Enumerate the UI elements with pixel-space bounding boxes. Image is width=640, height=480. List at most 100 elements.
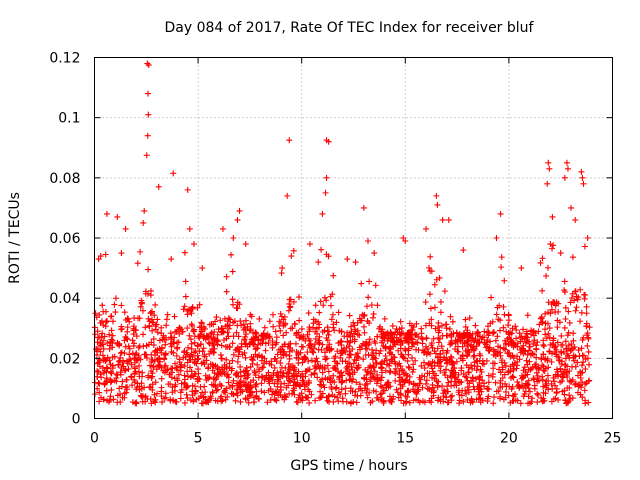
data-point bbox=[427, 253, 434, 260]
data-point bbox=[155, 355, 162, 362]
data-point bbox=[162, 341, 169, 348]
data-point bbox=[108, 378, 115, 385]
data-point bbox=[444, 374, 451, 381]
data-point bbox=[378, 331, 385, 338]
data-point bbox=[397, 390, 404, 397]
data-point bbox=[168, 369, 175, 376]
data-point bbox=[242, 375, 249, 382]
data-point bbox=[261, 389, 268, 396]
data-point bbox=[212, 382, 219, 389]
data-point bbox=[441, 288, 448, 295]
data-point bbox=[447, 393, 454, 400]
data-point bbox=[305, 380, 312, 387]
data-point bbox=[513, 365, 520, 372]
data-point bbox=[221, 315, 228, 322]
data-point bbox=[194, 304, 201, 311]
data-point bbox=[109, 337, 116, 344]
data-point bbox=[570, 337, 577, 344]
data-point bbox=[104, 397, 111, 404]
data-point bbox=[545, 159, 552, 166]
data-point bbox=[391, 358, 398, 365]
data-point bbox=[204, 397, 211, 404]
data-point bbox=[96, 389, 103, 396]
data-point bbox=[198, 400, 205, 407]
data-point bbox=[369, 398, 376, 405]
data-point bbox=[219, 364, 226, 371]
data-point bbox=[543, 272, 550, 279]
data-point bbox=[273, 334, 280, 341]
data-point bbox=[476, 391, 483, 398]
data-point bbox=[379, 359, 386, 366]
data-point bbox=[517, 349, 524, 356]
data-point bbox=[417, 376, 424, 383]
data-point bbox=[269, 337, 276, 344]
data-point bbox=[143, 342, 150, 349]
data-point bbox=[306, 344, 313, 351]
data-point bbox=[279, 373, 286, 380]
data-point bbox=[439, 216, 446, 223]
data-point bbox=[255, 341, 262, 348]
data-point bbox=[227, 316, 234, 323]
data-point bbox=[542, 365, 549, 372]
data-point bbox=[101, 381, 108, 388]
data-point bbox=[286, 300, 293, 307]
data-point bbox=[264, 399, 271, 406]
data-point bbox=[543, 377, 550, 384]
data-point bbox=[126, 351, 133, 358]
data-point bbox=[374, 375, 381, 382]
data-point bbox=[361, 375, 368, 382]
data-point bbox=[501, 277, 508, 284]
data-point bbox=[247, 363, 254, 370]
data-point bbox=[201, 351, 208, 358]
data-point bbox=[92, 331, 99, 338]
data-point bbox=[213, 374, 220, 381]
data-point bbox=[374, 333, 381, 340]
data-point bbox=[319, 210, 326, 217]
data-point bbox=[436, 327, 443, 334]
data-point bbox=[358, 317, 365, 324]
data-point bbox=[550, 395, 557, 402]
data-point bbox=[145, 62, 152, 69]
data-point bbox=[454, 376, 461, 383]
data-point bbox=[533, 346, 540, 353]
data-point bbox=[234, 322, 241, 329]
data-point bbox=[524, 400, 531, 407]
data-point bbox=[281, 313, 288, 320]
data-point bbox=[419, 384, 426, 391]
data-point bbox=[579, 369, 586, 376]
data-point bbox=[470, 383, 477, 390]
data-point bbox=[493, 388, 500, 395]
data-point bbox=[117, 354, 124, 361]
data-point bbox=[561, 278, 568, 285]
data-point bbox=[145, 266, 152, 273]
data-point bbox=[149, 327, 156, 334]
data-point bbox=[481, 383, 488, 390]
data-point bbox=[383, 381, 390, 388]
data-point bbox=[281, 380, 288, 387]
data-point bbox=[172, 381, 179, 388]
data-point bbox=[312, 335, 319, 342]
data-point bbox=[199, 265, 206, 272]
data-point bbox=[230, 391, 237, 398]
data-point bbox=[570, 352, 577, 359]
data-point bbox=[283, 329, 290, 336]
data-point bbox=[248, 339, 255, 346]
data-point bbox=[195, 355, 202, 362]
data-point bbox=[554, 317, 561, 324]
data-point bbox=[549, 213, 556, 220]
data-point bbox=[353, 351, 360, 358]
data-point bbox=[385, 335, 392, 342]
y-tick-label: 0.08 bbox=[49, 171, 80, 187]
data-point bbox=[502, 388, 509, 395]
data-point bbox=[123, 389, 130, 396]
data-point bbox=[223, 288, 230, 295]
data-point bbox=[184, 307, 191, 314]
data-point bbox=[125, 343, 132, 350]
data-point bbox=[96, 398, 103, 405]
data-point bbox=[218, 355, 225, 362]
data-point bbox=[334, 394, 341, 401]
data-point bbox=[578, 309, 585, 316]
data-point bbox=[580, 334, 587, 341]
data-point bbox=[462, 347, 469, 354]
data-point bbox=[464, 338, 471, 345]
